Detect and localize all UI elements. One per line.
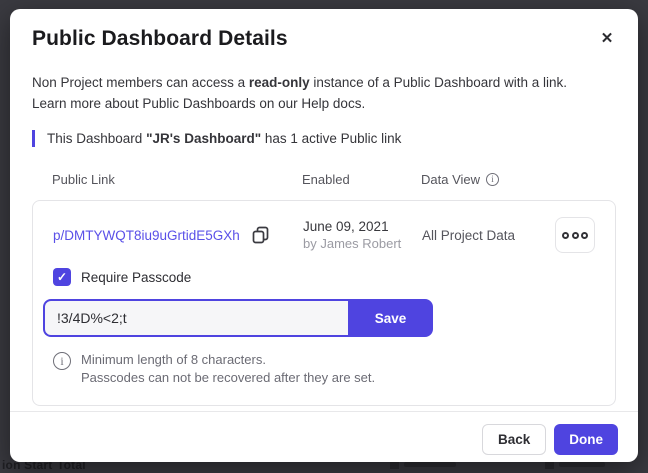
enabled-by: by James Robert bbox=[303, 236, 402, 251]
copy-icon[interactable] bbox=[252, 226, 269, 244]
callout-text: has 1 active Public link bbox=[261, 131, 402, 146]
public-dashboard-details-modal: Public Dashboard Details Non Project mem… bbox=[10, 9, 638, 462]
description-text: Learn more about Public Dashboards on ou… bbox=[32, 95, 366, 111]
column-header-enabled: Enabled bbox=[302, 172, 350, 187]
ellipsis-icon bbox=[562, 231, 569, 239]
info-icon bbox=[53, 352, 71, 370]
backdrop-legend-fragment bbox=[404, 462, 456, 467]
table-header-row: Public Link Enabled Data View bbox=[32, 172, 616, 187]
require-passcode-checkbox[interactable] bbox=[53, 268, 71, 286]
active-link-callout: This Dashboard "JR's Dashboard" has 1 ac… bbox=[32, 130, 616, 147]
note-line-1: Minimum length of 8 characters. bbox=[81, 352, 266, 367]
passcode-input-group: Save bbox=[43, 299, 433, 337]
backdrop-legend-square bbox=[545, 460, 554, 469]
modal-title: Public Dashboard Details bbox=[32, 27, 288, 50]
description-text: Non Project members can access a bbox=[32, 75, 249, 90]
modal-description: Non Project members can access a read-on… bbox=[32, 73, 616, 114]
passcode-note: Minimum length of 8 characters. Passcode… bbox=[53, 351, 595, 387]
column-header-data-view: Data View bbox=[421, 172, 481, 187]
modal-footer: Back Done bbox=[10, 411, 638, 462]
ellipsis-icon bbox=[581, 231, 588, 239]
data-view-info-icon[interactable] bbox=[486, 173, 500, 186]
backdrop-legend-square bbox=[390, 460, 399, 469]
backdrop-legend-fragment bbox=[559, 462, 605, 467]
close-icon[interactable] bbox=[596, 27, 618, 49]
description-text: instance of a Public Dashboard with a li… bbox=[309, 75, 567, 90]
data-view-value: All Project Data bbox=[422, 227, 516, 243]
more-options-button[interactable] bbox=[555, 217, 595, 253]
require-passcode-label: Require Passcode bbox=[81, 269, 192, 285]
modal-body: Public Dashboard Details Non Project mem… bbox=[10, 9, 638, 411]
done-button[interactable]: Done bbox=[554, 424, 618, 455]
save-button[interactable]: Save bbox=[348, 299, 433, 337]
public-link[interactable]: p/DMTYWQT8iu9uGrtidE5GXh bbox=[53, 227, 240, 243]
callout-text: This Dashboard bbox=[47, 131, 147, 146]
ellipsis-icon bbox=[571, 231, 579, 239]
passcode-input[interactable] bbox=[43, 299, 348, 337]
callout-dashboard-name: "JR's Dashboard" bbox=[146, 131, 262, 146]
public-link-row: p/DMTYWQT8iu9uGrtidE5GXh June 09, 2021 b… bbox=[53, 217, 595, 253]
public-link-card: p/DMTYWQT8iu9uGrtidE5GXh June 09, 2021 b… bbox=[32, 200, 616, 406]
require-passcode-row: Require Passcode bbox=[53, 268, 595, 286]
enabled-date: June 09, 2021 bbox=[303, 219, 389, 234]
column-header-public-link: Public Link bbox=[52, 172, 115, 187]
back-button[interactable]: Back bbox=[481, 424, 547, 455]
note-line-2: Passcodes can not be recovered after the… bbox=[81, 370, 376, 385]
description-bold: read-only bbox=[248, 75, 310, 90]
